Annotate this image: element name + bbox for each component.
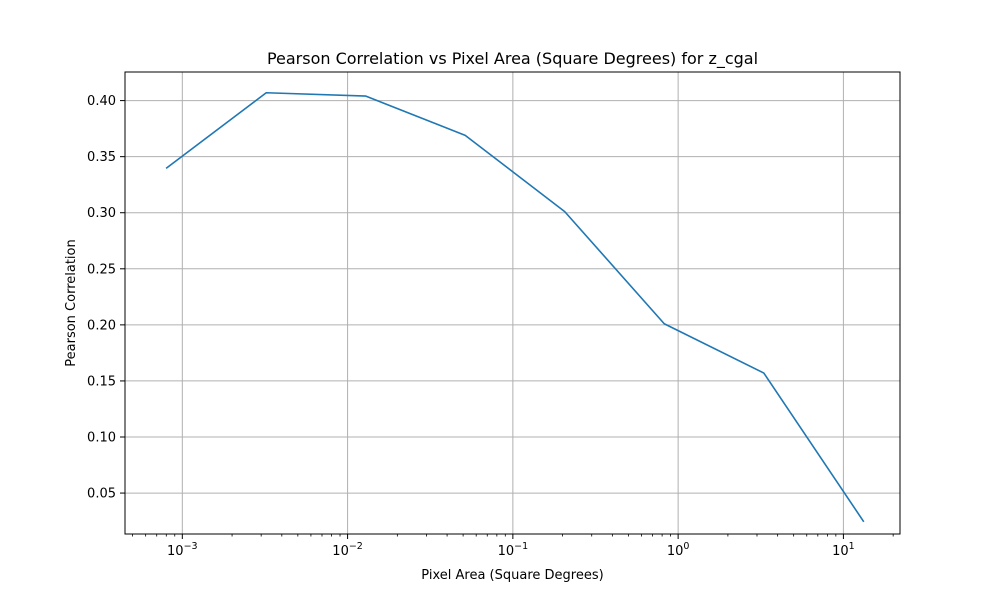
y-tick-label: 0.25 <box>87 262 116 277</box>
y-tick-label: 0.10 <box>87 431 116 446</box>
y-tick-label: 0.20 <box>87 318 116 333</box>
y-axis: 0.05 0.10 0.15 0.20 0.25 0.30 0.35 0.40 <box>87 94 125 502</box>
y-tick-label: 0.05 <box>87 487 116 502</box>
x-axis-label: Pixel Area (Square Degrees) <box>421 568 603 583</box>
x-tick-label: 100 <box>667 541 690 559</box>
y-tick-label: 0.30 <box>87 206 116 221</box>
series-line <box>165 91 865 523</box>
y-tick-label: 0.35 <box>87 150 116 165</box>
y-tick-label: 0.40 <box>87 94 116 109</box>
x-tick-label: 10−2 <box>332 541 363 559</box>
x-tick-label: 10−1 <box>498 541 529 559</box>
grid <box>125 72 900 534</box>
series-layer <box>165 91 865 523</box>
chart-title: Pearson Correlation vs Pixel Area (Squar… <box>267 49 758 69</box>
x-tick-label: 101 <box>832 541 855 559</box>
y-axis-label: Pearson Correlation <box>64 239 79 366</box>
y-tick-label: 0.15 <box>87 374 116 389</box>
x-tick-label: 10−3 <box>167 541 198 559</box>
x-axis: 10−3 10−2 10−1 100 101 <box>132 534 894 559</box>
